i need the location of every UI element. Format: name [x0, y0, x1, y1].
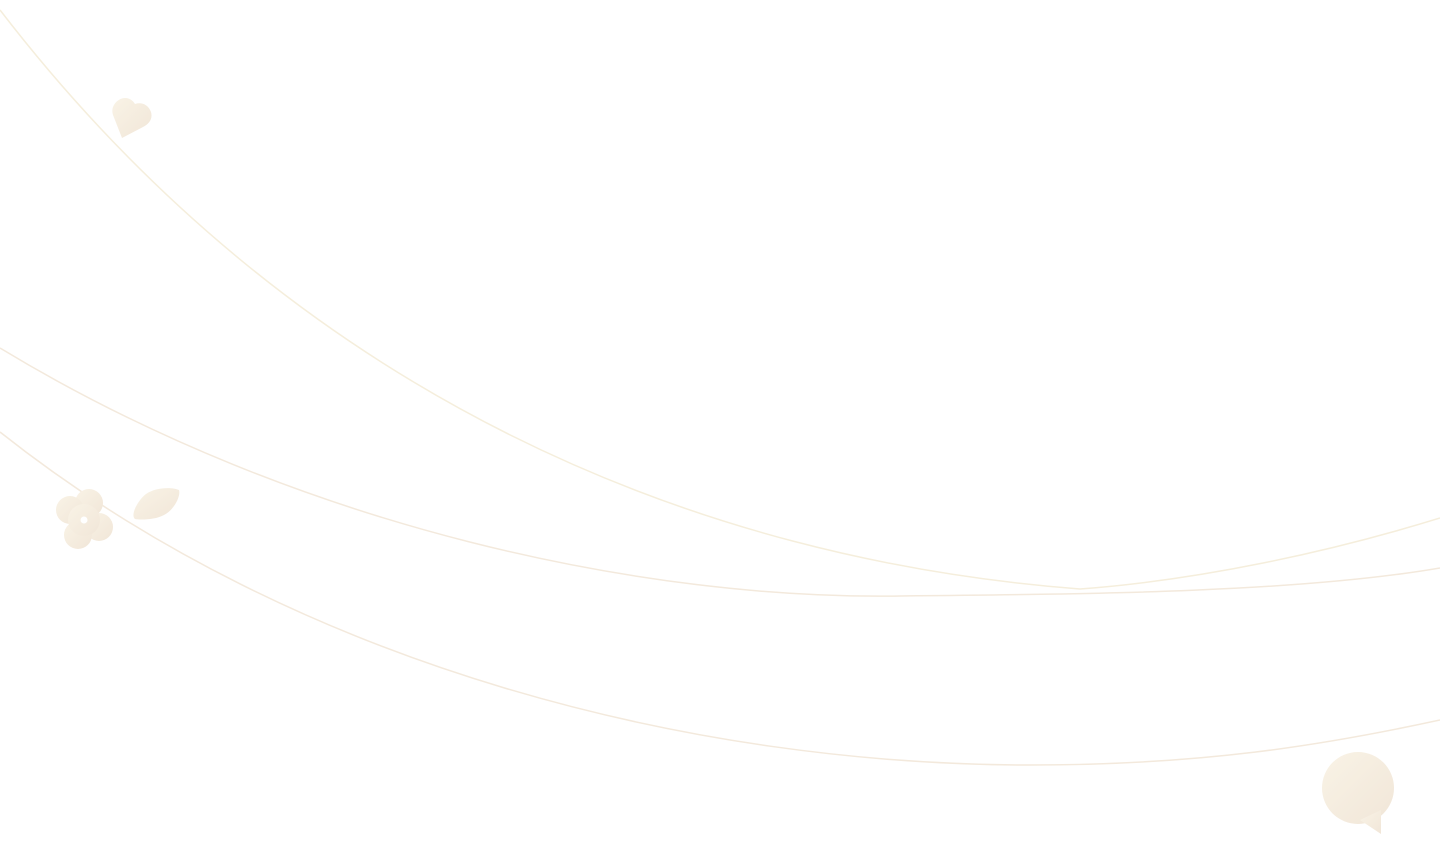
decorative-curve	[0, 9, 1440, 590]
decorative-curve	[0, 347, 1440, 597]
leaf-icon	[133, 488, 180, 520]
flower-icon	[56, 489, 113, 549]
chat-widget-button[interactable]	[1318, 748, 1400, 838]
decorative-curve	[0, 431, 1440, 766]
heart-icon	[112, 98, 152, 138]
chat-bubble-icon	[1322, 752, 1394, 834]
